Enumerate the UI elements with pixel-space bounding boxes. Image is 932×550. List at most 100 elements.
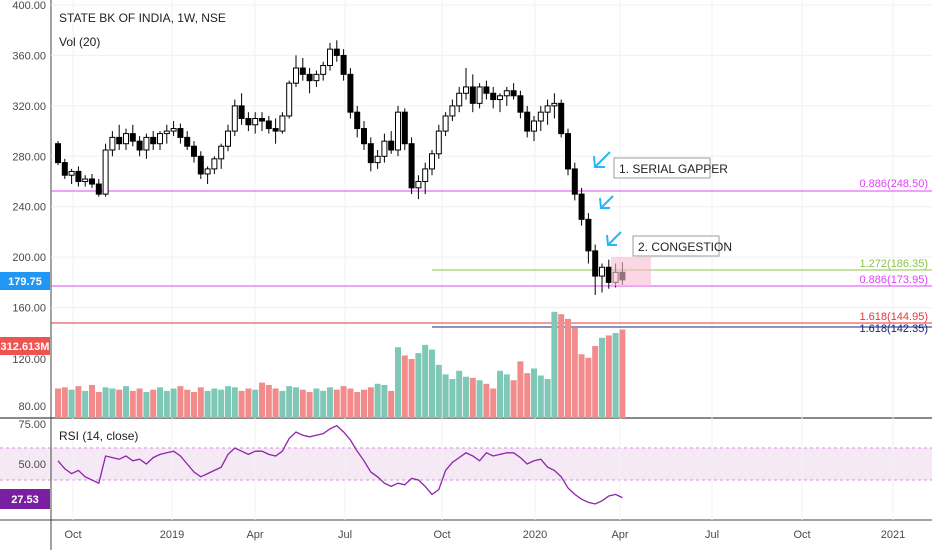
volume-bar <box>89 384 95 418</box>
candle-body <box>517 95 524 113</box>
candle-body <box>340 54 347 75</box>
volume-bar <box>517 361 524 418</box>
x-tick-label: Jul <box>338 529 352 541</box>
volume-bar <box>163 390 170 418</box>
volume-bar <box>299 389 306 418</box>
volume-bar <box>395 347 401 418</box>
candle-body <box>177 128 184 138</box>
y-tick-label: 160.00 <box>12 303 46 315</box>
volume-bar <box>599 337 605 418</box>
candle-body <box>245 117 252 126</box>
candle-body <box>265 120 272 130</box>
volume-bar <box>415 353 422 418</box>
volume-bar <box>170 388 177 418</box>
volume-bar <box>367 387 374 418</box>
fib-level-label: 1.272(186.35) <box>860 258 929 270</box>
volume-bar <box>143 392 150 418</box>
volume-bar <box>347 388 354 418</box>
volume-tick-label: 120.00 <box>12 354 46 366</box>
y-tick-label: 200.00 <box>12 252 46 264</box>
candle-body <box>347 73 354 113</box>
x-tick-label: 2021 <box>881 529 905 541</box>
volume-bar <box>469 377 476 418</box>
volume-bar <box>476 380 483 418</box>
candle-body <box>388 140 395 151</box>
volume-bar <box>259 382 265 418</box>
volume-bar <box>177 386 184 418</box>
candle-body <box>497 95 503 101</box>
arrow-icon <box>599 195 614 209</box>
candle-body <box>361 128 367 145</box>
candle-body <box>449 105 456 117</box>
candle-body <box>442 115 449 132</box>
volume-bar <box>497 370 503 418</box>
volume-bar <box>408 359 415 418</box>
rsi-line <box>57 424 623 505</box>
volume-bar <box>265 384 272 418</box>
congestion-box <box>632 235 720 257</box>
x-tick-label: Apr <box>246 529 263 541</box>
volume-bar <box>483 383 490 418</box>
volume-bar <box>571 327 578 418</box>
volume-bar <box>313 388 320 418</box>
candle-body <box>170 128 177 132</box>
grid <box>51 0 932 520</box>
volume-bar <box>340 386 347 418</box>
candle-body <box>585 218 592 252</box>
volume-bar <box>204 390 211 418</box>
candle-body <box>599 266 605 277</box>
candle-body <box>558 102 565 135</box>
volume-bar <box>225 386 231 418</box>
volume-bars <box>55 311 626 418</box>
x-axis-labels: Oct 2019 Apr Jul Oct 2020 Apr Jul Oct 2021 <box>64 529 905 541</box>
serial-gapper-box <box>613 157 711 179</box>
candle-body <box>490 92 497 101</box>
candle-body <box>82 178 89 183</box>
candle-body <box>605 266 612 283</box>
candle-body <box>565 133 571 170</box>
candle-body <box>279 115 286 132</box>
candle-body <box>150 136 157 145</box>
candle-body <box>102 149 109 195</box>
volume-bar <box>252 389 259 418</box>
symbol-title: STATE BK OF INDIA, 1W, NSE <box>59 11 226 25</box>
volume-bar <box>510 380 517 418</box>
candle-body <box>163 130 170 135</box>
volume-bar <box>191 392 197 418</box>
volume-bar <box>524 373 531 418</box>
candle-body <box>578 193 585 220</box>
volume-bar <box>442 374 449 418</box>
rsi-badge <box>0 489 50 509</box>
candle-body <box>231 105 238 132</box>
volume-bar <box>231 387 238 418</box>
candle-body <box>483 86 490 94</box>
candle-body <box>252 117 259 126</box>
candle-body <box>524 111 531 132</box>
volume-bar <box>286 386 293 418</box>
candle-body <box>503 90 510 97</box>
candle-body <box>408 143 415 189</box>
rsi-title: RSI (14, close) <box>59 429 138 443</box>
candle-body <box>422 168 429 183</box>
candle-body <box>184 136 191 147</box>
x-tick-label: Oct <box>433 529 450 541</box>
candle-body <box>197 155 204 175</box>
volume-bar <box>456 370 463 418</box>
volume-bar <box>157 387 163 418</box>
candle-body <box>551 102 558 107</box>
volume-bar <box>333 389 340 418</box>
fib-level-label: 0.886(173.95) <box>860 274 929 286</box>
candle-body <box>116 136 123 145</box>
candle-body <box>510 90 517 97</box>
volume-bar <box>612 333 619 418</box>
volume-bar <box>306 392 313 418</box>
fib-level-label: 0.886(248.50) <box>860 178 929 190</box>
volume-bar <box>374 383 381 418</box>
candle-body <box>61 162 68 176</box>
y-tick-label: 240.00 <box>12 202 46 214</box>
volume-bar <box>585 357 592 418</box>
candle-body <box>592 250 599 277</box>
volume-bar <box>578 354 585 418</box>
candle-body <box>157 133 163 145</box>
